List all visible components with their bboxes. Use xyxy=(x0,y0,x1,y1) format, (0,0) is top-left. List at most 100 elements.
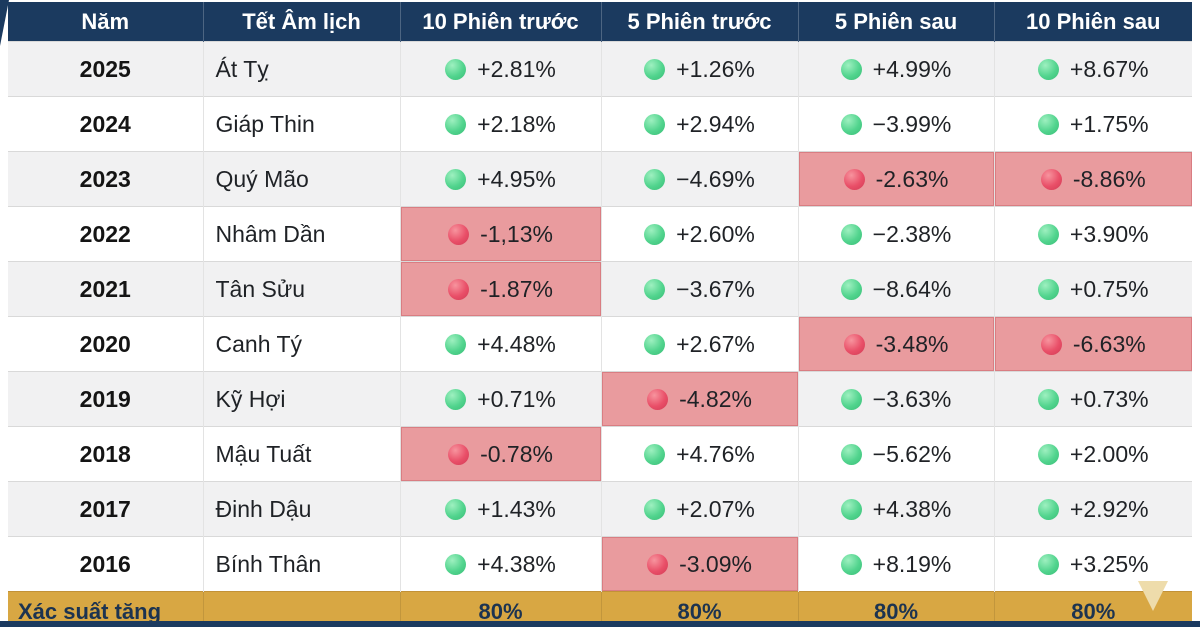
pct-value: +4.48% xyxy=(477,330,556,357)
cursor-notch-decoration xyxy=(1138,581,1168,611)
table-header: Năm Tết Âm lịch 10 Phiên trước 5 Phiên t… xyxy=(8,2,1192,42)
year-cell: 2017 xyxy=(8,481,203,537)
table-row: 2022 Nhâm Dần -1,13% +2.60% −2.38% +3.90… xyxy=(8,206,1192,262)
year-cell: 2022 xyxy=(8,206,203,262)
pct-value: −4.69% xyxy=(676,165,755,192)
dot-icon xyxy=(448,443,470,465)
pct-value: −8.64% xyxy=(872,275,952,302)
value-cell: +2.94% xyxy=(600,96,798,152)
dot-icon xyxy=(843,333,865,355)
dot-icon xyxy=(840,113,862,135)
dot-icon xyxy=(840,388,862,410)
pct-value: -2.63% xyxy=(875,165,949,192)
value-cell: +1.75% xyxy=(993,96,1192,152)
dot-icon xyxy=(1040,168,1062,190)
col-header-5-sessions-after: 5 Phiên sau xyxy=(797,2,994,42)
dot-icon xyxy=(644,168,666,190)
pct-value: +2.67% xyxy=(676,330,755,357)
value-cell: +4.99% xyxy=(797,41,994,97)
value-cell: +4.38% xyxy=(399,536,601,592)
pct-value: +0.71% xyxy=(477,385,556,412)
pct-value: +2.00% xyxy=(1069,440,1149,467)
col-header-lunar-year: Tết Âm lịch xyxy=(202,2,400,42)
zodiac-cell: Giáp Thin xyxy=(202,96,400,152)
pct-value: +1.26% xyxy=(676,55,755,82)
value-cell: +2.18% xyxy=(399,96,601,152)
value-cell: +4.95% xyxy=(399,151,601,207)
dot-icon xyxy=(644,498,666,520)
pct-value: +8.67% xyxy=(1069,55,1149,82)
pct-value: -3.09% xyxy=(679,550,752,577)
zodiac-cell: Bính Thân xyxy=(202,536,400,592)
pct-value: −2.38% xyxy=(872,220,952,247)
corner-decoration xyxy=(0,0,9,46)
value-cell: -3.48% xyxy=(797,316,994,372)
value-cell: +1.26% xyxy=(600,41,798,97)
dot-icon xyxy=(1037,553,1059,575)
pct-value: -3.48% xyxy=(875,330,949,357)
value-cell: -6.63% xyxy=(993,316,1192,372)
table-row: 2019 Kỹ Hợi +0.71% -4.82% −3.63% +0.73% xyxy=(8,371,1192,427)
zodiac-cell: Mậu Tuất xyxy=(202,426,400,482)
value-cell: -3.09% xyxy=(600,536,798,592)
dot-icon xyxy=(644,443,666,465)
zodiac-cell: Tân Sửu xyxy=(202,261,400,317)
year-cell: 2020 xyxy=(8,316,203,372)
dot-icon xyxy=(1037,278,1059,300)
value-cell: +4.76% xyxy=(600,426,798,482)
year-cell: 2021 xyxy=(8,261,203,317)
col-header-10-sessions-after: 10 Phiên sau xyxy=(993,2,1192,42)
dot-icon xyxy=(445,333,467,355)
pct-value: -1.87% xyxy=(480,275,553,302)
pct-value: -8.86% xyxy=(1072,165,1146,192)
value-cell: +2.67% xyxy=(600,316,798,372)
value-cell: −5.62% xyxy=(797,426,994,482)
zodiac-cell: Nhâm Dần xyxy=(202,206,400,262)
dot-icon xyxy=(445,113,467,135)
value-cell: +2.07% xyxy=(600,481,798,537)
pct-value: −5.62% xyxy=(872,440,952,467)
pct-value: −3.63% xyxy=(872,385,952,412)
dot-icon xyxy=(644,223,666,245)
value-cell: +2.81% xyxy=(399,41,601,97)
value-cell: -4.82% xyxy=(600,371,798,427)
year-cell: 2018 xyxy=(8,426,203,482)
value-cell: −3.99% xyxy=(797,96,994,152)
value-cell: -8.86% xyxy=(993,151,1192,207)
pct-value: +2.81% xyxy=(477,55,556,82)
dot-icon xyxy=(644,278,666,300)
zodiac-cell: Kỹ Hợi xyxy=(202,371,400,427)
dot-icon xyxy=(1037,113,1059,135)
pct-value: −3.67% xyxy=(676,275,755,302)
value-cell: +3.90% xyxy=(993,206,1192,262)
table-row: 2017 Đinh Dậu +1.43% +2.07% +4.38% +2.92… xyxy=(8,481,1192,537)
year-cell: 2025 xyxy=(8,41,203,97)
pct-value: +2.07% xyxy=(676,495,755,522)
table-row: 2023 Quý Mão +4.95% −4.69% -2.63% -8.86% xyxy=(8,151,1192,207)
col-header-10-sessions-before: 10 Phiên trước xyxy=(399,2,601,42)
dot-icon xyxy=(644,333,666,355)
pct-value: +0.73% xyxy=(1069,385,1149,412)
pct-value: +2.18% xyxy=(477,110,556,137)
value-cell: +2.60% xyxy=(600,206,798,262)
dot-icon xyxy=(445,388,467,410)
year-cell: 2019 xyxy=(8,371,203,427)
zodiac-cell: Đinh Dậu xyxy=(202,481,400,537)
value-cell: -1.87% xyxy=(399,261,601,317)
pct-value: +8.19% xyxy=(872,550,952,577)
year-cell: 2016 xyxy=(8,536,203,592)
value-cell: +4.48% xyxy=(399,316,601,372)
pct-value: +2.94% xyxy=(676,110,755,137)
year-cell: 2023 xyxy=(8,151,203,207)
dot-icon xyxy=(840,443,862,465)
pct-value: +4.99% xyxy=(872,55,952,82)
dot-icon xyxy=(644,113,666,135)
year-cell: 2024 xyxy=(8,96,203,152)
value-cell: +8.19% xyxy=(797,536,994,592)
pct-value: +4.38% xyxy=(477,550,556,577)
zodiac-cell: Canh Tý xyxy=(202,316,400,372)
value-cell: −4.69% xyxy=(600,151,798,207)
dot-icon xyxy=(1037,443,1059,465)
dot-icon xyxy=(840,498,862,520)
